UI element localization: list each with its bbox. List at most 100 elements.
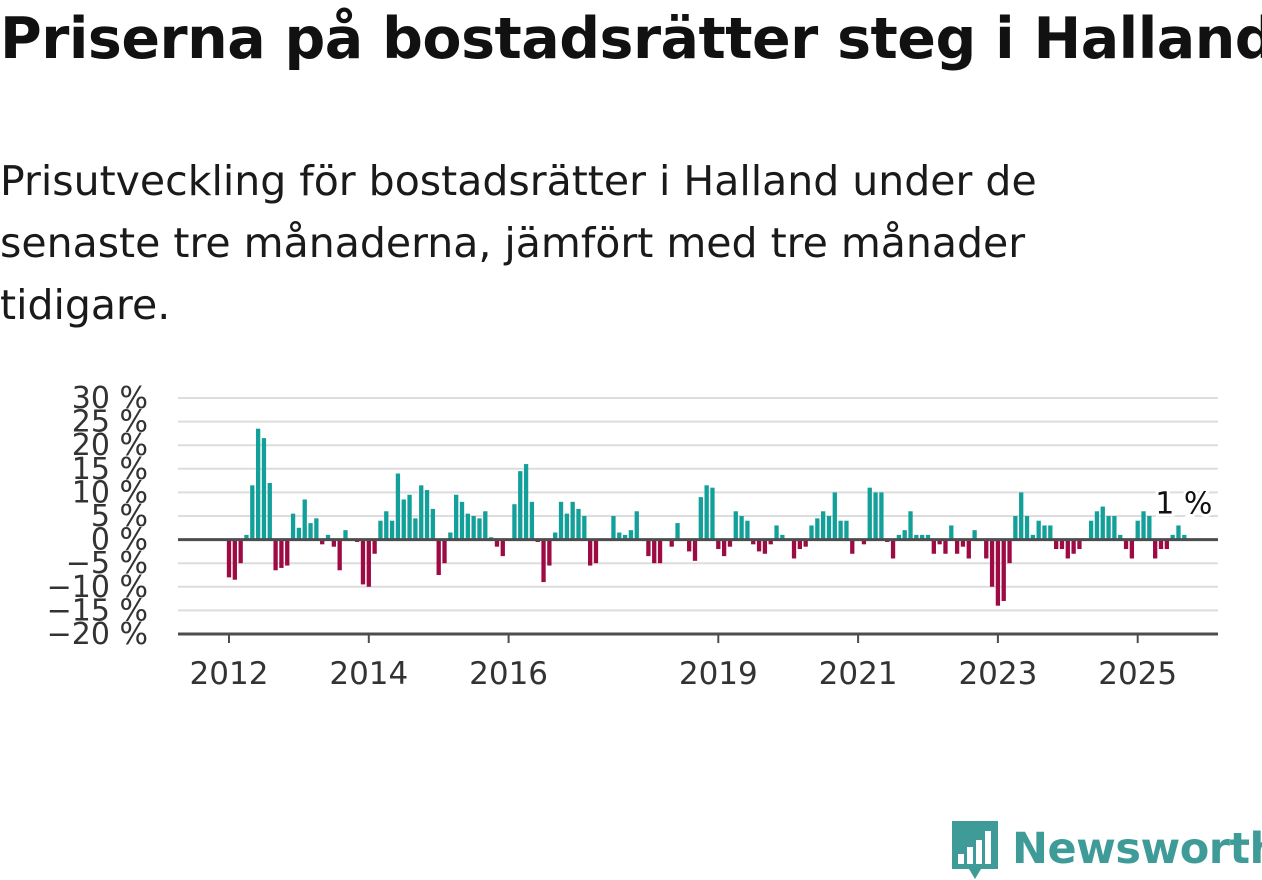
bar <box>500 539 505 557</box>
bar <box>698 497 703 540</box>
bar <box>471 516 476 540</box>
bar <box>378 520 383 540</box>
x-tick-label: 2014 <box>329 656 408 692</box>
bar <box>1170 534 1175 540</box>
bar <box>384 511 389 540</box>
bar <box>320 539 325 545</box>
bar <box>984 539 989 559</box>
bar <box>756 539 762 552</box>
bar <box>285 539 290 566</box>
brand-name: Newsworthy <box>1012 824 1262 874</box>
bar <box>588 539 593 566</box>
bar <box>972 530 977 540</box>
bar <box>937 539 942 545</box>
bar <box>611 516 616 540</box>
bar <box>966 539 971 559</box>
bar <box>541 539 546 583</box>
bar <box>512 504 517 540</box>
y-tick-label: 20 % <box>72 428 148 463</box>
bar <box>751 539 756 545</box>
y-tick-label: 5 % <box>91 499 148 534</box>
bar <box>995 539 1001 606</box>
bar <box>1112 516 1117 540</box>
bar <box>646 539 651 557</box>
bar <box>861 539 867 545</box>
bar <box>768 539 773 545</box>
bar <box>826 516 832 540</box>
bar <box>1158 539 1164 550</box>
bar <box>570 501 575 540</box>
bar <box>267 482 272 540</box>
bar <box>401 499 406 540</box>
bar <box>314 518 319 540</box>
bar <box>890 539 896 559</box>
bar <box>908 511 913 540</box>
bar <box>1036 520 1041 540</box>
bar <box>343 530 348 540</box>
bar <box>1001 539 1006 601</box>
bar <box>459 501 465 540</box>
bar <box>1123 539 1129 550</box>
chart-title: Priserna på bostadsrätter steg i Halland <box>0 6 1262 72</box>
bar <box>902 530 907 540</box>
bar <box>564 513 569 540</box>
bar <box>547 539 552 566</box>
bar <box>675 523 680 540</box>
newsworthy-logo-icon <box>952 821 998 879</box>
bar <box>395 473 401 540</box>
bar <box>238 539 243 564</box>
bar <box>692 539 698 561</box>
y-tick-label: 25 % <box>72 405 148 440</box>
y-tick-label: 10 % <box>72 475 148 510</box>
bar <box>302 499 307 540</box>
bar <box>483 511 488 540</box>
bar <box>844 520 849 540</box>
y-tick-label: 0 % <box>91 523 148 558</box>
bar <box>553 532 558 540</box>
bar <box>389 520 395 540</box>
bar <box>791 539 797 559</box>
bar <box>1176 525 1181 540</box>
bar <box>582 516 587 540</box>
bar <box>797 539 802 550</box>
bar <box>558 501 564 540</box>
bar <box>774 525 779 540</box>
bar <box>896 534 902 540</box>
x-tick-label: 2019 <box>679 656 758 692</box>
bar <box>465 513 470 540</box>
bar <box>360 539 366 585</box>
y-tick-label: 30 % <box>72 381 148 416</box>
bar <box>1071 539 1076 554</box>
x-tick-label: 2025 <box>1098 656 1177 692</box>
bar <box>529 501 535 540</box>
bar <box>1153 539 1158 559</box>
bar <box>634 511 639 540</box>
bar <box>1106 516 1111 540</box>
x-tick-label: 2023 <box>958 656 1037 692</box>
bar <box>1024 516 1030 540</box>
bar <box>1065 539 1070 559</box>
bar <box>226 539 232 578</box>
bar <box>454 494 459 540</box>
price-change-bar-chart: 30 %25 %20 %15 %10 %5 %0 %−5 %−10 %−15 %… <box>47 381 1218 692</box>
bar <box>838 520 843 540</box>
bar <box>250 485 255 540</box>
bar <box>436 539 441 575</box>
bar <box>669 539 674 547</box>
bar <box>1019 492 1024 540</box>
bar <box>1013 516 1018 540</box>
bar <box>762 539 768 554</box>
bar <box>279 539 284 568</box>
bar <box>873 492 878 540</box>
bar <box>867 487 872 540</box>
x-tick-label: 2016 <box>469 656 548 692</box>
bar <box>925 534 931 540</box>
y-tick-label: −15 % <box>47 593 148 628</box>
bar <box>657 539 663 564</box>
bar <box>325 534 331 540</box>
bar <box>448 532 453 540</box>
bar <box>1164 539 1169 550</box>
bar <box>494 539 500 547</box>
bar <box>518 471 523 540</box>
bar <box>943 539 948 554</box>
